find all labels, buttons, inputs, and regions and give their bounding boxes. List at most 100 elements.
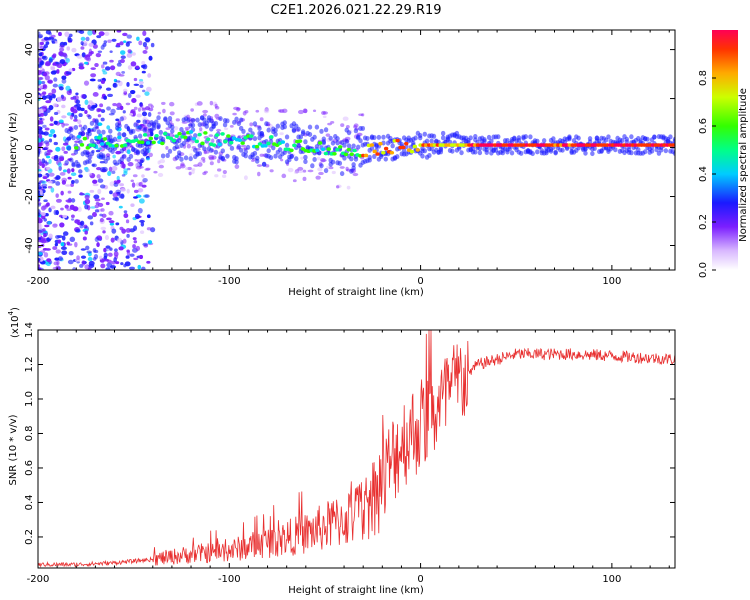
heatmap-ridge-blob — [297, 139, 303, 143]
heatmap-noise-blob — [48, 172, 55, 177]
heatmap-ridge-blob — [220, 132, 225, 136]
heatmap-noise-blob — [53, 133, 57, 138]
heatmap-noise-blob — [162, 108, 166, 114]
heatmap-noise-blob — [60, 207, 64, 211]
snr-line-series — [38, 330, 675, 568]
heatmap-band-blob — [342, 155, 347, 161]
heatmap-band-blob — [307, 131, 313, 137]
heatmap-noise-blob — [119, 183, 124, 187]
heatmap-noise-blob — [41, 55, 47, 59]
heatmap-noise-blob — [65, 58, 71, 63]
heatmap-band-blob — [252, 150, 258, 156]
heatmap-noise-blob — [139, 254, 144, 260]
heatmap-noise-blob — [63, 123, 69, 126]
heatmap-ridge-blob — [163, 131, 168, 136]
heatmap-noise-blob — [100, 117, 105, 122]
heatmap-noise-blob — [180, 162, 185, 167]
heatmap-noise-blob — [46, 258, 52, 263]
heatmap-band-blob — [252, 121, 258, 127]
heatmap-noise-blob — [127, 49, 132, 54]
heatmap-band-blob — [117, 123, 122, 129]
heatmap-noise-blob — [214, 105, 220, 110]
heatmap-band-blob — [390, 143, 395, 149]
heatmap-noise-blob — [87, 215, 94, 220]
heatmap-noise-blob — [95, 149, 101, 153]
colorbar-label: Normalized spectral amplitude — [738, 88, 749, 242]
heatmap-noise-blob — [53, 120, 58, 125]
heatmap-noise-blob — [61, 75, 67, 80]
heatmap-noise-blob — [85, 36, 90, 42]
heatmap-noise-blob — [48, 158, 52, 164]
heatmap-band-blob — [507, 146, 512, 152]
heatmap-noise-blob — [136, 113, 143, 118]
heatmap-noise-blob — [87, 30, 93, 36]
heatmap-noise-blob — [61, 95, 67, 102]
heatmap-noise-blob — [298, 170, 304, 174]
heatmap-noise-blob — [107, 39, 112, 43]
heatmap-ridge-blob — [171, 138, 177, 143]
heatmap-noise-blob — [40, 81, 46, 85]
heatmap-ridge-blob — [412, 144, 418, 149]
heatmap-band-blob — [87, 158, 92, 164]
heatmap-noise-blob — [46, 152, 51, 155]
y-tick-label: 0.4 — [24, 495, 35, 511]
heatmap-noise-blob — [342, 116, 349, 121]
heatmap-noise-blob — [317, 167, 323, 172]
heatmap-band-blob — [75, 161, 81, 167]
heatmap-ridge-blob — [670, 143, 675, 147]
heatmap-noise-blob — [38, 108, 44, 114]
heatmap-band-blob — [255, 158, 260, 164]
heatmap-noise-blob — [318, 171, 324, 176]
heatmap-noise-blob — [146, 227, 152, 231]
heatmap-noise-blob — [88, 42, 94, 47]
y-tick-label: -20 — [24, 188, 35, 204]
heatmap-noise-blob — [80, 94, 86, 99]
heatmap-noise-blob — [110, 237, 115, 243]
heatmap-noise-blob — [71, 214, 75, 218]
heatmap-band-blob — [381, 134, 386, 140]
heatmap-noise-blob — [38, 80, 42, 85]
heatmap-noise-blob — [110, 65, 116, 71]
heatmap-noise-blob — [110, 265, 116, 269]
heatmap-noise-blob — [71, 47, 77, 53]
heatmap-noise-blob — [100, 109, 106, 114]
heatmap-band-blob — [101, 153, 106, 159]
heatmap-noise-blob — [255, 109, 260, 113]
heatmap-noise-blob — [38, 148, 41, 154]
heatmap-noise-blob — [76, 54, 83, 59]
heatmap-ridge-blob — [415, 148, 420, 152]
heatmap-ridge-blob — [174, 134, 179, 138]
heatmap-noise-blob — [161, 101, 166, 105]
heatmap-noise-blob — [53, 209, 57, 216]
heatmap-noise-blob — [115, 261, 120, 265]
x-tick-label: -100 — [218, 574, 241, 585]
heatmap-noise-blob — [93, 194, 100, 200]
heatmap-noise-blob — [58, 119, 64, 124]
heatmap-band-blob — [238, 117, 244, 123]
heatmap-band-blob — [335, 136, 340, 142]
heatmap-band-blob — [420, 153, 425, 159]
heatmap-noise-blob — [65, 184, 71, 187]
heatmap-band-blob — [659, 147, 664, 153]
heatmap-band-blob — [154, 119, 159, 125]
heatmap-band-blob — [424, 138, 430, 144]
heatmap-ridge-blob — [317, 141, 323, 145]
heatmap-noise-blob — [38, 198, 41, 202]
heatmap-noise-blob — [123, 213, 129, 219]
heatmap-noise-blob — [100, 226, 107, 231]
heatmap-noise-blob — [157, 172, 164, 177]
heatmap-noise-blob — [300, 156, 304, 160]
heatmap-noise-blob — [146, 260, 151, 264]
heatmap-noise-blob — [107, 171, 112, 177]
heatmap-noise-blob — [191, 169, 195, 175]
heatmap-band-blob — [190, 122, 196, 128]
heatmap-noise-blob — [169, 111, 175, 116]
heatmap-noise-blob — [92, 92, 99, 97]
heatmap-noise-blob — [122, 32, 128, 37]
heatmap-band-blob — [128, 153, 134, 159]
heatmap-noise-blob — [78, 169, 83, 174]
heatmap-band-blob — [303, 139, 308, 145]
heatmap-band-blob — [307, 124, 313, 130]
heatmap-band-blob — [176, 138, 182, 144]
